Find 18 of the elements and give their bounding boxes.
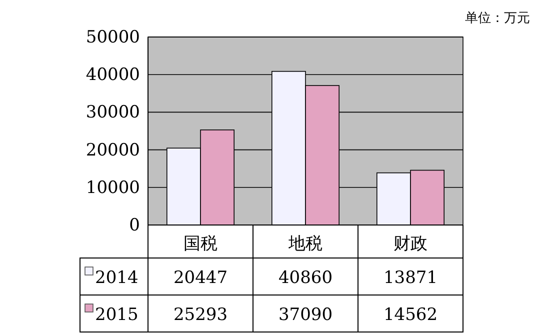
x-tick-label: 地税	[288, 234, 322, 254]
legend-label: 2014	[95, 268, 138, 288]
data-label: 25293	[173, 305, 228, 325]
data-label: 40860	[278, 268, 333, 288]
legend-label: 2015	[95, 305, 138, 325]
data-label: 13871	[383, 268, 438, 288]
y-tick-label: 40000	[86, 65, 140, 86]
data-label: 37090	[278, 305, 333, 325]
text: 单位：万元	[465, 11, 530, 26]
y-tick-label: 10000	[86, 178, 140, 198]
y-tick-label: 0	[129, 215, 140, 236]
y-tick-label: 30000	[86, 102, 140, 123]
x-tick-label: 财政	[394, 234, 428, 254]
y-tick-label: 20000	[86, 140, 140, 160]
y-tick-label: 50000	[86, 27, 140, 48]
x-tick-label: 国税	[184, 234, 218, 254]
data-label: 20447	[173, 268, 228, 288]
data-label: 14562	[383, 305, 438, 325]
